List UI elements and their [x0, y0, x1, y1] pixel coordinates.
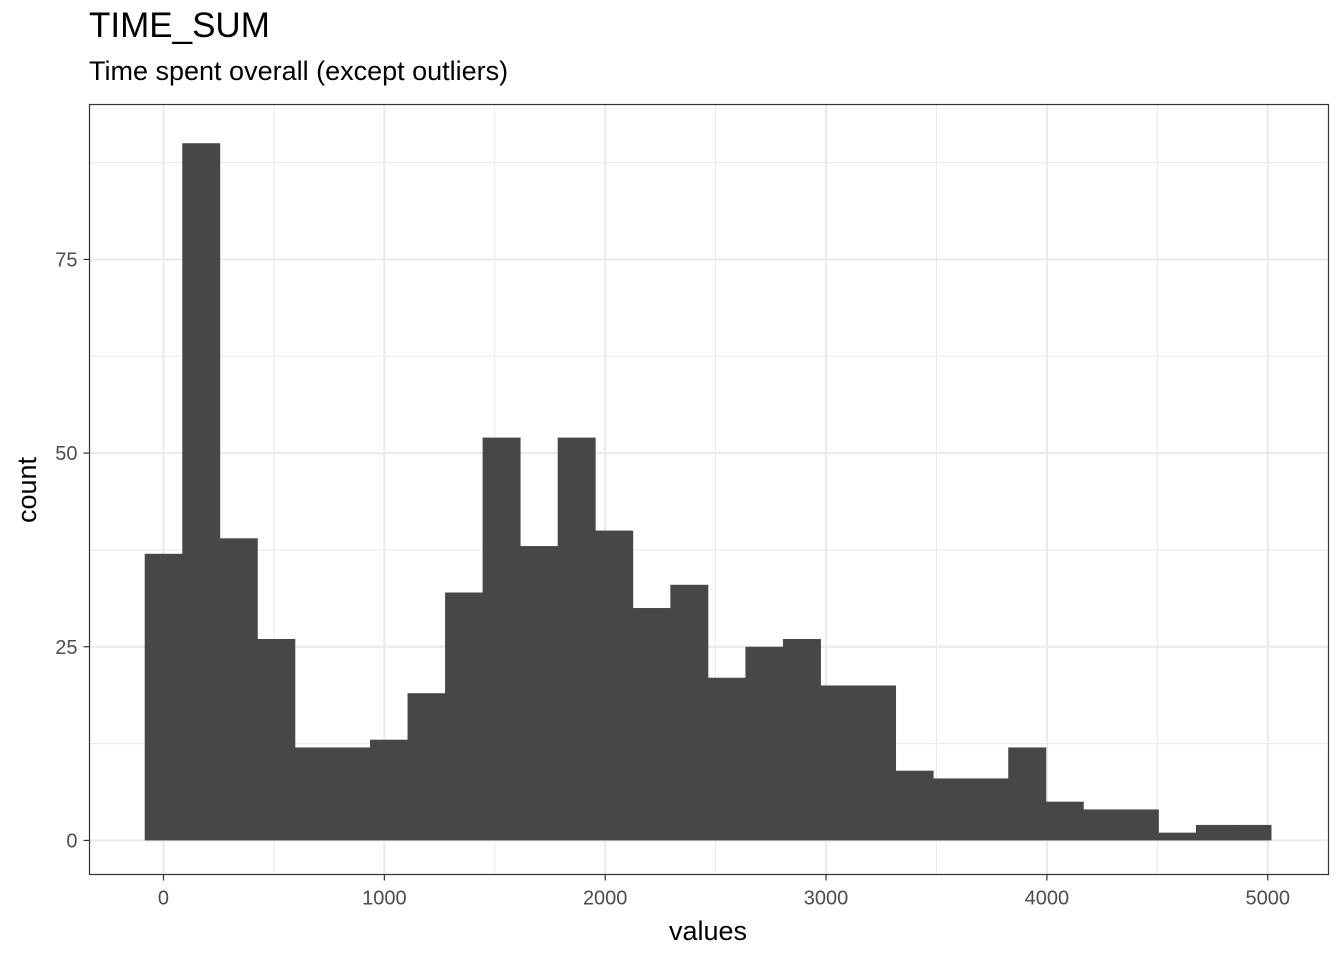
histogram-bar — [933, 778, 972, 841]
x-tick-label: 4000 — [1025, 888, 1070, 910]
histogram-bar — [144, 553, 183, 841]
chart-title: TIME_SUM — [89, 6, 270, 45]
histogram-bar — [445, 592, 484, 841]
y-tick-label: 50 — [55, 443, 77, 465]
histogram-bar — [520, 546, 559, 841]
y-axis-title: count — [12, 456, 42, 523]
histogram-bar — [632, 608, 671, 841]
histogram-bar — [1083, 809, 1122, 841]
histogram-bar — [1158, 832, 1197, 841]
x-axis-title: values — [669, 916, 747, 946]
y-tick-label: 75 — [55, 249, 77, 271]
histogram-bar — [895, 770, 934, 841]
x-tick-label: 1000 — [362, 888, 407, 910]
histogram-bar — [970, 778, 1009, 841]
histogram-bar — [782, 639, 821, 841]
histogram-bar — [820, 685, 859, 841]
histogram-bar — [1008, 747, 1047, 841]
histogram-bar — [182, 143, 221, 841]
x-tick-label: 0 — [158, 888, 169, 910]
histogram-bar — [1195, 824, 1234, 841]
x-tick-label: 3000 — [804, 888, 849, 910]
histogram-bar — [369, 739, 408, 841]
histogram-bar — [707, 677, 746, 841]
x-tick-label: 5000 — [1246, 888, 1291, 910]
histogram-bar — [1045, 801, 1084, 841]
axes: 0 1000 2000 3000 4000 5000 0 25 50 75 — [55, 249, 1290, 909]
histogram-bar — [858, 685, 897, 841]
histogram-bar — [1120, 809, 1159, 841]
histogram-bar — [407, 693, 446, 841]
histogram-bar — [219, 538, 258, 841]
histogram-bar — [557, 437, 596, 841]
x-tick-label: 2000 — [583, 888, 628, 910]
y-tick-label: 25 — [55, 637, 77, 659]
panel-border — [88, 103, 1330, 876]
histogram-bar — [670, 584, 709, 841]
histogram-bar — [482, 437, 521, 841]
histogram-bar — [332, 747, 371, 841]
y-tick-label: 0 — [66, 830, 77, 852]
chart-subtitle: Time spent overall (except outliers) — [89, 56, 509, 86]
histogram-bar — [1233, 824, 1272, 841]
histogram-bar — [294, 747, 333, 841]
histogram-bars — [144, 143, 1272, 841]
histogram-bar — [257, 639, 296, 841]
histogram-bar — [595, 530, 634, 841]
histogram-bar — [745, 646, 784, 841]
